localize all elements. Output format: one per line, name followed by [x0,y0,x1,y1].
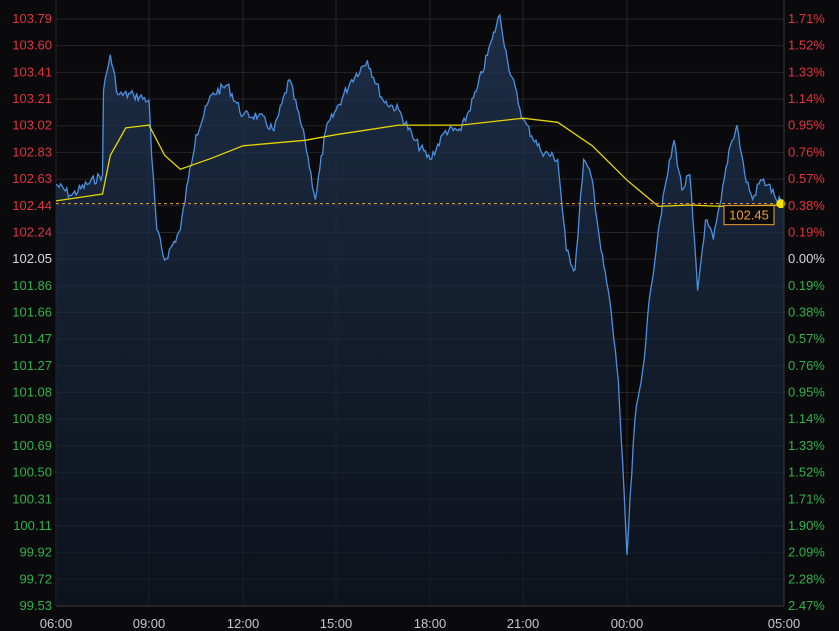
y-tick-label-left: 102.83 [12,144,52,159]
moving-average-line [55,117,785,208]
y-tick-label-left: 101.27 [12,358,52,373]
y-tick-label-left: 103.41 [12,64,52,79]
y-tick-label-right: 0.57% [788,171,825,186]
y-tick-label-right: 0.38% [788,198,825,213]
y-tick-label-right: 0.76% [788,358,825,373]
price-area-fill [56,14,784,606]
y-tick-label-right: 0.95% [788,118,825,133]
x-tick-label: 05:00 [768,616,801,631]
y-tick-label-left: 99.92 [19,545,52,560]
y-tick-label-right: 1.33% [788,64,825,79]
last-price-dot [776,199,786,209]
y-tick-label-right: 0.76% [788,144,825,159]
last-price-label: 102.45 [729,208,769,223]
y-tick-label-left: 101.86 [12,278,52,293]
axes: 103.79 1.71% 103.60 1.52% 103.41 1.33% 103.21 1… [12,0,825,631]
y-tick-label-left: 102.63 [12,171,52,186]
y-tick-label-right: 1.14% [788,411,825,426]
y-tick-label-left: 99.72 [19,571,52,586]
y-tick-label-left: 102.24 [12,224,52,239]
x-tick-label: 00:00 [611,616,644,631]
y-tick-label-left: 100.50 [12,465,52,480]
y-tick-label-right: 1.71% [788,491,825,506]
y-tick-label-left: 102.05 [12,251,52,266]
y-tick-label-right: 1.14% [788,91,825,106]
last-price-badge [723,205,775,226]
y-tick-label-left: 101.47 [12,331,52,346]
y-tick-label-right: 0.19% [788,224,825,239]
x-tick-label: 21:00 [507,616,540,631]
y-tick-label-right: 0.00% [788,251,825,266]
y-tick-label-right: 2.09% [788,545,825,560]
y-tick-label-right: 0.95% [788,385,825,400]
y-tick-label-right: 1.90% [788,518,825,533]
y-tick-label-left: 100.11 [13,518,52,533]
y-tick-label-left: 99.53 [19,598,52,613]
y-tick-label-right: 0.38% [788,305,825,320]
y-tick-label-right: 1.33% [788,438,825,453]
y-tick-label-right: 0.57% [788,331,825,346]
y-tick-label-right: 0.19% [788,278,825,293]
y-tick-label-left: 101.66 [12,305,52,320]
x-tick-label: 06:00 [40,616,73,631]
x-tick-label: 18:00 [414,616,447,631]
price-line [55,13,785,556]
y-tick-label-left: 102.44 [12,198,52,213]
y-tick-label-right: 1.52% [788,38,825,53]
y-tick-label-left: 100.31 [12,491,52,506]
y-tick-label-left: 100.69 [12,438,52,453]
x-tick-label: 15:00 [320,616,353,631]
y-tick-label-left: 103.21 [12,91,52,106]
y-tick-label-left: 103.79 [12,11,52,26]
y-tick-label-left: 101.08 [12,385,52,400]
y-tick-label-left: 100.89 [12,411,52,426]
plot-area [55,13,786,606]
y-tick-label-right: 2.28% [788,571,825,586]
y-tick-label-left: 103.60 [12,38,52,53]
x-tick-label: 09:00 [133,616,166,631]
y-tick-label-right: 1.71% [788,11,825,26]
y-tick-label-right: 2.47% [788,598,825,613]
y-tick-label-right: 1.52% [788,465,825,480]
y-tick-label-left: 103.02 [12,118,52,133]
x-tick-label: 12:00 [227,616,260,631]
